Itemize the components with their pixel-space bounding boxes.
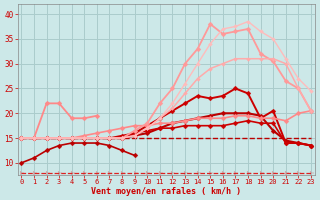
X-axis label: Vent moyen/en rafales ( km/h ): Vent moyen/en rafales ( km/h ) [91,187,241,196]
